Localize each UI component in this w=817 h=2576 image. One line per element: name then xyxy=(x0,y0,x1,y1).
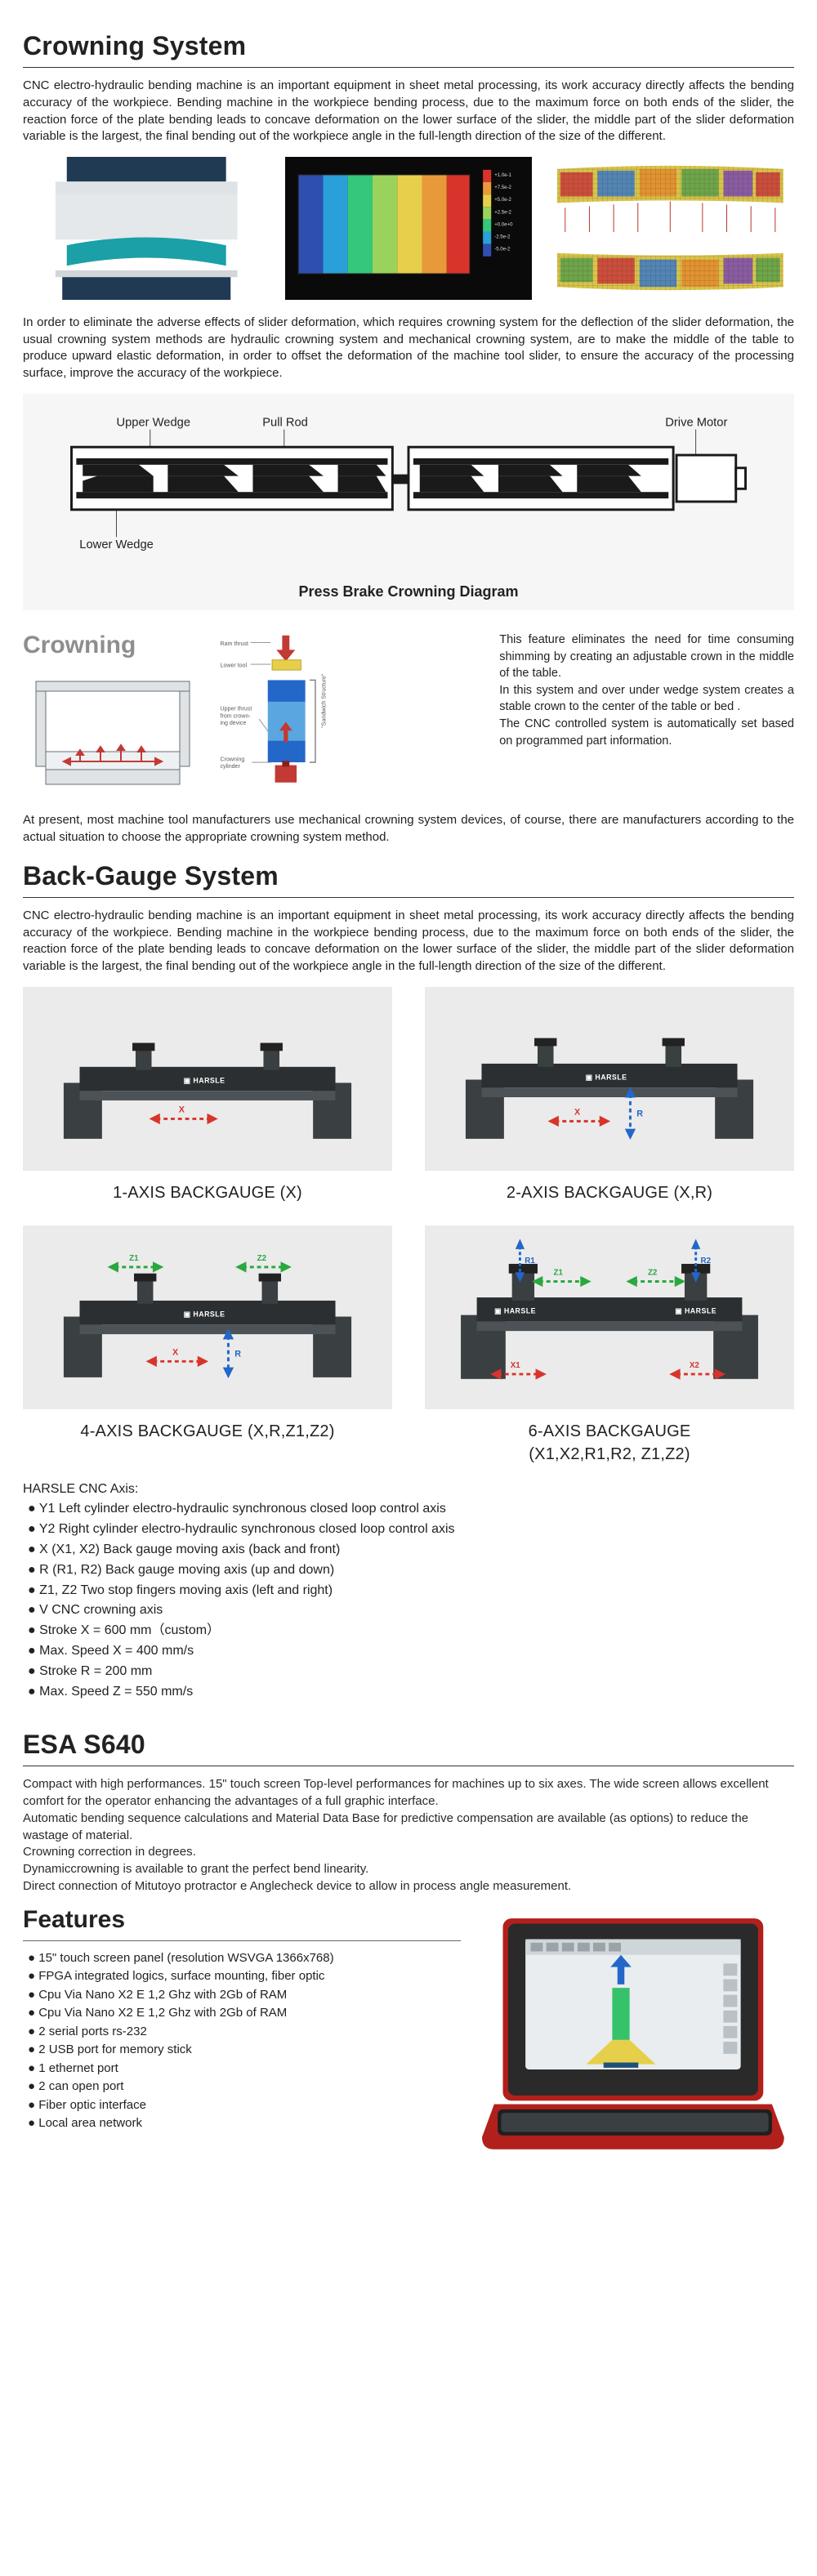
svg-text:Upper thrust: Upper thrust xyxy=(221,706,252,712)
rule xyxy=(23,897,794,898)
svg-text:▣ HARSLE: ▣ HARSLE xyxy=(675,1307,717,1315)
list-item: ● R (R1, R2) Back gauge moving axis (up … xyxy=(28,1560,794,1581)
svg-text:X2: X2 xyxy=(690,1361,700,1370)
svg-text:+7.5e-2: +7.5e-2 xyxy=(494,185,511,190)
svg-text:Z2: Z2 xyxy=(257,1254,267,1263)
svg-text:▣ HARSLE: ▣ HARSLE xyxy=(586,1073,627,1081)
svg-text:+1.0e-1: +1.0e-1 xyxy=(494,173,511,178)
svg-text:Z2: Z2 xyxy=(648,1269,658,1278)
svg-text:R1: R1 xyxy=(525,1257,535,1266)
list-item: ● Stroke X = 600 mm（custom） xyxy=(28,1621,794,1641)
crowning-feature-label: Crowning xyxy=(23,628,203,662)
esa-title: ESA S640 xyxy=(23,1726,794,1762)
svg-text:-2.5e-2: -2.5e-2 xyxy=(494,235,511,240)
crowning-diagram: Upper Wedge Pull Rod Drive Motor Lower W… xyxy=(23,394,794,610)
svg-text:+0.0e+0: +0.0e+0 xyxy=(494,222,513,227)
features-list: ● 15" touch screen panel (resolution WSV… xyxy=(28,1949,461,2133)
backgauge-caption-1: 1-AXIS BACKGAUGE (X) xyxy=(23,1182,392,1205)
list-item: ● Max. Speed X = 400 mm/s xyxy=(28,1641,794,1662)
list-item: ● 15" touch screen panel (resolution WSV… xyxy=(28,1949,461,1968)
svg-text:+5.0e-2: +5.0e-2 xyxy=(494,198,511,203)
svg-text:Z1: Z1 xyxy=(554,1269,564,1278)
esa-line: Dynamiccrowning is available to grant th… xyxy=(23,1861,794,1878)
list-item: ● Stroke R = 200 mm xyxy=(28,1662,794,1682)
controller-image xyxy=(482,1903,795,2168)
crowning-image-1 xyxy=(23,157,270,300)
backgauge-grid: ▣ HARSLE X 1-AXIS BACKGAUGE (X) xyxy=(23,987,794,1467)
rule xyxy=(23,1940,461,1941)
svg-text:-5.0e-2: -5.0e-2 xyxy=(494,248,511,252)
crowning-feature-text: This feature eliminates the need for tim… xyxy=(499,628,794,797)
svg-text:X: X xyxy=(179,1105,185,1114)
list-item: ● Z1, Z2 Two stop fingers moving axis (l… xyxy=(28,1581,794,1601)
svg-text:ing device: ing device xyxy=(221,721,247,726)
svg-text:▣ HARSLE: ▣ HARSLE xyxy=(494,1307,536,1315)
svg-text:▣ HARSLE: ▣ HARSLE xyxy=(184,1310,225,1319)
list-item: ● Cpu Via Nano X2 E 1,2 Ghz with 2Gb of … xyxy=(28,2004,461,2023)
backgauge-image-2: ▣ HARSLE X R xyxy=(425,987,794,1171)
backgauge-title: Back-Gauge System xyxy=(23,858,794,894)
backgauge-caption-3: 4-AXIS BACKGAUGE (X,R,Z1,Z2) xyxy=(23,1421,392,1444)
svg-text:R: R xyxy=(234,1350,241,1359)
esa-line: Automatic bending sequence calculations … xyxy=(23,1810,794,1844)
svg-text:X1: X1 xyxy=(511,1361,521,1370)
svg-text:R: R xyxy=(636,1109,643,1118)
list-item: ● FPGA integrated logics, surface mounti… xyxy=(28,1967,461,1986)
svg-text:▣ HARSLE: ▣ HARSLE xyxy=(184,1076,225,1084)
crowning-title: Crowning System xyxy=(23,28,794,64)
svg-text:Pull Rod: Pull Rod xyxy=(262,416,308,429)
svg-text:+2.5e-2: +2.5e-2 xyxy=(494,210,511,215)
svg-text:from crown-: from crown- xyxy=(221,713,252,719)
list-item: ● X (X1, X2) Back gauge moving axis (bac… xyxy=(28,1540,794,1560)
list-item: ● Y1 Left cylinder electro-hydraulic syn… xyxy=(28,1499,794,1520)
svg-text:Lower tool: Lower tool xyxy=(221,663,248,668)
esa-line: Direct connection of Mitutoyo protractor… xyxy=(23,1878,794,1895)
svg-text:X: X xyxy=(574,1107,581,1117)
rule xyxy=(23,67,794,68)
crowning-feature-row: Crowning xyxy=(23,628,794,797)
svg-text:R2: R2 xyxy=(701,1257,712,1266)
list-item: ● 2 serial ports rs-232 xyxy=(28,2023,461,2042)
svg-text:cylinder: cylinder xyxy=(221,764,241,770)
svg-text:Upper Wedge: Upper Wedge xyxy=(116,416,190,429)
list-item: ● Fiber optic interface xyxy=(28,2096,461,2115)
list-item: ● Cpu Via Nano X2 E 1,2 Ghz with 2Gb of … xyxy=(28,1986,461,2005)
svg-text:Ram thrust: Ram thrust xyxy=(221,641,249,647)
backgauge-caption-4: 6-AXIS BACKGAUGE (X1,X2,R1,R2, Z1,Z2) xyxy=(425,1421,794,1466)
features-row: Features ● 15" touch screen panel (resol… xyxy=(23,1903,794,2168)
svg-text:Z1: Z1 xyxy=(129,1254,139,1263)
backgauge-p1: CNC electro-hydraulic bending machine is… xyxy=(23,908,794,975)
list-item: ● 2 USB port for memory stick xyxy=(28,2041,461,2060)
backgauge-image-3: ▣ HARSLE Z1 Z2 xyxy=(23,1225,392,1409)
list-item: ● 1 ethernet port xyxy=(28,2060,461,2078)
crowning-image-3 xyxy=(547,157,794,300)
crowning-p2: In order to eliminate the adverse effect… xyxy=(23,315,794,382)
svg-text:"Sandwich Structure": "Sandwich Structure" xyxy=(321,673,327,728)
svg-text:Lower Wedge: Lower Wedge xyxy=(79,538,154,551)
crowning-image-2: +1.0e-1 +7.5e-2 +5.0e-2 +2.5e-2 +0.0e+0 -2.… xyxy=(285,157,533,300)
list-item: ● Local area network xyxy=(28,2114,461,2133)
esa-line: Compact with high performances. 15" touc… xyxy=(23,1776,794,1810)
svg-text:Drive Motor: Drive Motor xyxy=(665,416,727,429)
backgauge-caption-2: 2-AXIS BACKGAUGE (X,R) xyxy=(425,1182,794,1205)
svg-text:Crowning: Crowning xyxy=(221,757,245,762)
crowning-p3: At present, most machine tool manufactur… xyxy=(23,812,794,846)
backgauge-axis-list: HARSLE CNC Axis: ● Y1 Left cylinder elec… xyxy=(28,1480,794,1703)
esa-body: Compact with high performances. 15" touc… xyxy=(23,1776,794,1895)
svg-text:X: X xyxy=(172,1348,179,1358)
features-title: Features xyxy=(23,1903,461,1936)
list-item: ● Max. Speed Z = 550 mm/s xyxy=(28,1682,794,1703)
esa-line: Crowning correction in degrees. xyxy=(23,1844,794,1861)
backgauge-image-4: ▣ HARSLE ▣ HARSLE Z1 xyxy=(425,1225,794,1409)
list-item: ● Y2 Right cylinder electro-hydraulic sy… xyxy=(28,1520,794,1540)
diagram-caption: Press Brake Crowning Diagram xyxy=(47,582,770,602)
crowning-images-row: +1.0e-1 +7.5e-2 +5.0e-2 +2.5e-2 +0.0e+0 -2.… xyxy=(23,157,794,300)
crowning-p1: CNC electro-hydraulic bending machine is… xyxy=(23,78,794,145)
backgauge-image-1: ▣ HARSLE X xyxy=(23,987,392,1171)
list-item: ● 2 can open port xyxy=(28,2078,461,2096)
list-item: ● V CNC crowning axis xyxy=(28,1601,794,1621)
